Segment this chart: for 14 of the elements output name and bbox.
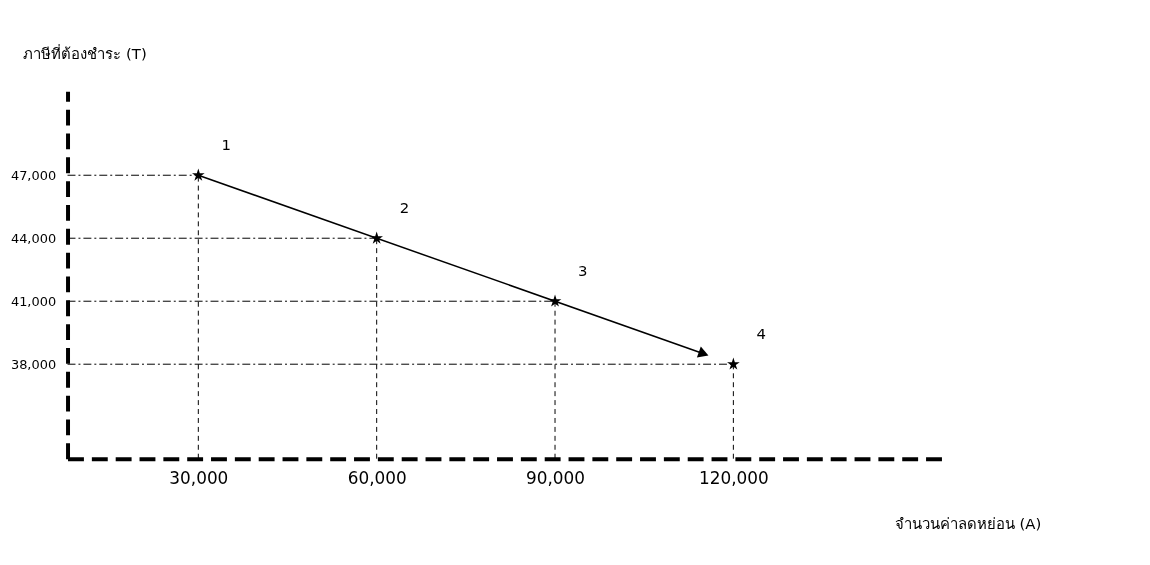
x-tick-label: 120,000 [698, 468, 769, 489]
y-tick-label: 44,000 [10, 230, 57, 246]
annotation: 4 [756, 325, 766, 344]
y-tick-label: 38,000 [10, 356, 57, 372]
y-tick-label: 47,000 [10, 167, 57, 183]
y-tick-label: 41,000 [10, 293, 57, 309]
annotation: 2 [399, 199, 410, 218]
annotation: 3 [578, 262, 588, 281]
x-axis-title: จำนวนค่าลดหย่อน (A) [894, 514, 1042, 533]
x-tick-label: 30,000 [169, 468, 229, 489]
annotation: 1 [221, 136, 231, 155]
y-axis-title: ภาษีที่ต้องชำระ (T) [23, 42, 147, 63]
x-tick-label: 60,000 [347, 468, 407, 489]
x-tick-label: 90,000 [526, 468, 586, 489]
